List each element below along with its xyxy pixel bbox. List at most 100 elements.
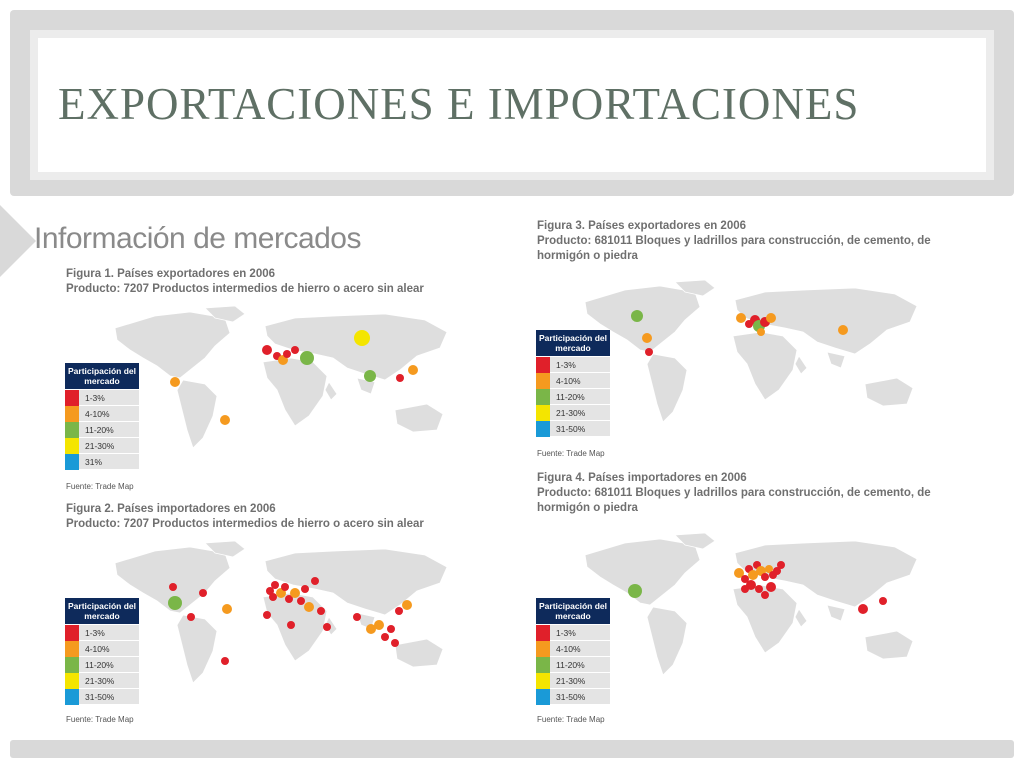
legend-swatch xyxy=(536,672,550,689)
legend-label: 31-50% xyxy=(85,691,115,702)
legend-row: 31% xyxy=(65,453,139,470)
continent-shape xyxy=(794,608,808,628)
continent-shape xyxy=(646,606,688,676)
figure-3-legend: Participación del mercado 1-3% 4-10% 11-… xyxy=(536,330,610,437)
figure-3-product-cont: hormigón o piedra xyxy=(537,250,638,262)
legend-row: 4-10% xyxy=(65,640,139,657)
legend-label: 4-10% xyxy=(556,375,581,386)
figure-1-legend: Participación del mercado 1-3% 4-10% 11-… xyxy=(65,363,139,470)
market-share-marker xyxy=(741,585,749,593)
market-share-marker xyxy=(748,570,758,580)
market-share-marker xyxy=(290,588,300,598)
legend-row: 21-30% xyxy=(536,672,610,689)
figure-3-map xyxy=(565,272,935,442)
legend-row: 11-20% xyxy=(536,656,610,673)
legend-row: 31-50% xyxy=(536,688,610,705)
market-share-marker xyxy=(366,624,376,634)
legend-row: 21-30% xyxy=(536,404,610,421)
continent-shape xyxy=(264,313,448,381)
market-share-marker xyxy=(269,593,277,601)
market-share-marker xyxy=(220,415,230,425)
continent-shape xyxy=(262,592,328,662)
market-share-marker xyxy=(221,657,229,665)
figure-1-map xyxy=(95,298,465,468)
market-share-marker xyxy=(387,625,395,633)
market-share-marker xyxy=(291,346,299,354)
continent-shape xyxy=(176,614,218,684)
figure-1-caption: Figura 1. Países exportadores en 2006 Pr… xyxy=(66,267,424,297)
legend-swatch xyxy=(536,420,550,437)
market-share-marker xyxy=(777,561,785,569)
legend-label: 4-10% xyxy=(85,643,110,654)
legend-swatch xyxy=(65,453,79,470)
legend-swatch xyxy=(65,688,79,705)
continent-shape xyxy=(826,604,846,622)
market-share-marker xyxy=(300,351,314,365)
legend-title: Participación del mercado xyxy=(65,598,139,624)
legend-row: 31-50% xyxy=(536,420,610,437)
legend-row: 21-30% xyxy=(65,672,139,689)
continent-shape xyxy=(646,353,688,423)
market-share-marker xyxy=(755,585,763,593)
legend-row: 1-3% xyxy=(65,389,139,406)
main-heading: Información de mercados xyxy=(34,222,362,255)
market-share-marker xyxy=(323,623,331,631)
legend-swatch xyxy=(536,404,550,421)
market-share-marker xyxy=(281,583,289,591)
continent-shape xyxy=(584,538,701,606)
legend-title: Participación del mercado xyxy=(536,598,610,624)
legend-label: 31-50% xyxy=(556,423,586,434)
legend-swatch xyxy=(65,672,79,689)
market-share-marker xyxy=(283,350,291,358)
market-share-marker xyxy=(628,584,642,598)
market-share-marker xyxy=(354,330,370,346)
legend-swatch xyxy=(536,640,550,657)
market-share-marker xyxy=(396,374,404,382)
market-share-marker xyxy=(170,377,180,387)
slide-title: EXPORTACIONES E IMPORTACIONES xyxy=(58,79,860,129)
legend-swatch xyxy=(536,372,550,389)
market-share-marker xyxy=(761,573,769,581)
continent-shape xyxy=(674,532,716,550)
legend-row: 11-20% xyxy=(65,656,139,673)
legend-label: 1-3% xyxy=(85,392,105,403)
figure-2-legend: Participación del mercado 1-3% 4-10% 11-… xyxy=(65,598,139,705)
legend-swatch xyxy=(65,389,79,406)
market-share-marker xyxy=(285,595,293,603)
figure-3-source: Fuente: Trade Map xyxy=(537,449,605,458)
legend-swatch xyxy=(536,388,550,405)
figure-4-legend: Participación del mercado 1-3% 4-10% 11-… xyxy=(536,598,610,705)
figure-4-source: Fuente: Trade Map xyxy=(537,715,605,724)
market-share-marker xyxy=(838,325,848,335)
market-share-marker xyxy=(761,591,769,599)
continent-shape xyxy=(734,540,918,608)
continent-shape xyxy=(394,638,444,668)
bottom-frame xyxy=(10,740,1014,758)
legend-label: 21-30% xyxy=(85,440,115,451)
figure-1-product: Producto: 7207 Productos intermedios de … xyxy=(66,283,424,295)
market-share-marker xyxy=(766,313,776,323)
market-share-marker xyxy=(169,583,177,591)
figure-4-product-cont: hormigón o piedra xyxy=(537,502,638,514)
market-share-marker xyxy=(381,633,389,641)
continent-shape xyxy=(732,331,798,401)
legend-label: 1-3% xyxy=(556,359,576,370)
market-share-marker xyxy=(391,639,399,647)
legend-swatch xyxy=(536,688,550,705)
market-share-marker xyxy=(408,365,418,375)
continent-shape xyxy=(114,311,231,379)
world-map-graphic xyxy=(584,532,918,676)
market-share-marker xyxy=(757,328,765,336)
legend-swatch xyxy=(65,624,79,641)
market-share-marker xyxy=(395,607,403,615)
legend-swatch xyxy=(536,356,550,373)
continent-shape xyxy=(864,377,914,407)
legend-swatch xyxy=(536,624,550,641)
legend-label: 21-30% xyxy=(85,675,115,686)
continent-shape xyxy=(826,351,846,369)
market-share-marker xyxy=(317,607,325,615)
market-share-marker xyxy=(879,597,887,605)
legend-row: 11-20% xyxy=(65,421,139,438)
legend-label: 11-20% xyxy=(556,659,585,670)
legend-swatch xyxy=(65,656,79,673)
